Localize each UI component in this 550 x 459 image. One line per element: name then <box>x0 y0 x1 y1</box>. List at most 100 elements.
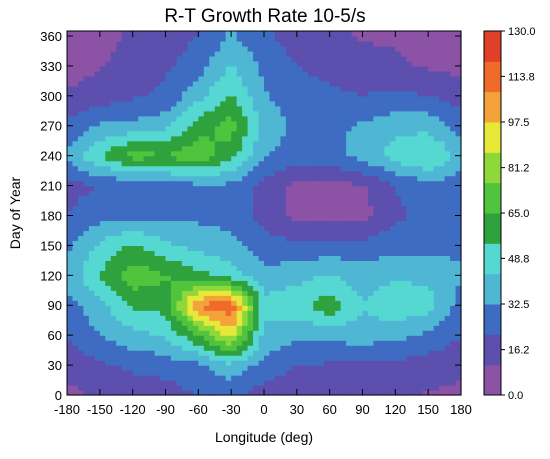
heatmap-cell <box>198 330 205 336</box>
heatmap-cell <box>67 100 74 107</box>
heatmap-cell <box>94 265 101 271</box>
heatmap-cell <box>335 165 342 172</box>
heatmap-cell <box>335 220 342 227</box>
heatmap-cell <box>269 280 276 286</box>
heatmap-cell <box>247 370 254 376</box>
heatmap-cell <box>428 310 435 316</box>
heatmap-cell <box>400 255 407 261</box>
heatmap-cell <box>236 170 243 177</box>
heatmap-cell <box>296 390 303 396</box>
heatmap-cell <box>220 45 227 52</box>
heatmap-cell <box>433 300 440 306</box>
heatmap-cell <box>110 230 117 237</box>
heatmap-cell <box>132 115 139 122</box>
heatmap-cell <box>280 265 287 271</box>
heatmap-cell <box>198 390 205 396</box>
heatmap-cell <box>362 320 369 326</box>
heatmap-cell <box>411 305 418 311</box>
heatmap-cell <box>143 360 150 366</box>
heatmap-cell <box>198 320 205 326</box>
heatmap-cell <box>225 320 232 326</box>
heatmap-cell <box>198 100 205 107</box>
heatmap-cell <box>389 175 396 182</box>
heatmap-cell <box>340 115 347 122</box>
heatmap-cell <box>302 155 309 162</box>
heatmap-cell <box>132 245 139 251</box>
heatmap-cell <box>231 355 238 361</box>
heatmap-cell <box>455 185 462 192</box>
heatmap-cell <box>313 200 320 207</box>
heatmap-cell <box>433 55 440 62</box>
heatmap-cell <box>258 130 265 137</box>
heatmap-cell <box>203 245 210 251</box>
heatmap-cell <box>154 45 161 52</box>
heatmap-cell <box>220 180 227 187</box>
heatmap-cell <box>378 90 385 97</box>
heatmap-cell <box>138 385 145 391</box>
heatmap-cell <box>444 390 451 396</box>
heatmap-cell <box>313 330 320 336</box>
heatmap-cell <box>433 195 440 202</box>
heatmap-cell <box>258 55 265 62</box>
heatmap-cell <box>154 230 161 237</box>
heatmap-cell <box>83 110 90 117</box>
heatmap-cell <box>329 100 336 107</box>
heatmap-cell <box>291 135 298 142</box>
heatmap-cell <box>400 235 407 242</box>
heatmap-cell <box>406 220 413 227</box>
heatmap-cell <box>318 95 325 102</box>
heatmap-cell <box>384 55 391 62</box>
heatmap-cell <box>351 105 358 112</box>
heatmap-cell <box>291 155 298 162</box>
heatmap-cell <box>340 125 347 132</box>
heatmap-cell <box>335 110 342 117</box>
heatmap-cell <box>127 115 134 122</box>
heatmap-cell <box>209 290 216 296</box>
heatmap-cell <box>362 300 369 306</box>
heatmap-cell <box>149 190 156 197</box>
heatmap-cell <box>132 300 139 306</box>
heatmap-cell <box>72 105 79 112</box>
heatmap-cell <box>318 120 325 127</box>
heatmap-cell <box>67 340 74 346</box>
heatmap-cell <box>176 65 183 72</box>
heatmap-cell <box>160 55 167 62</box>
heatmap-cell <box>274 375 282 381</box>
heatmap-cell <box>411 235 418 242</box>
heatmap-cell <box>357 315 364 321</box>
heatmap-cell <box>428 50 435 57</box>
heatmap-cell <box>247 350 254 356</box>
heatmap-cell <box>274 275 282 281</box>
heatmap-cell <box>313 345 320 351</box>
heatmap-cell <box>192 360 199 366</box>
heatmap-cell <box>384 185 391 192</box>
heatmap-cell <box>329 255 336 261</box>
heatmap-cell <box>225 295 232 301</box>
heatmap-cell <box>181 335 188 341</box>
heatmap-cell <box>203 105 210 112</box>
heatmap-cell <box>88 200 95 207</box>
heatmap-cell <box>291 185 298 192</box>
heatmap-cell <box>116 315 123 321</box>
heatmap-cell <box>307 125 314 132</box>
heatmap-cell <box>406 125 413 132</box>
heatmap-cell <box>395 115 402 122</box>
heatmap-cell <box>362 100 369 107</box>
heatmap-cell <box>307 70 314 77</box>
heatmap-cell <box>428 215 435 222</box>
heatmap-cell <box>439 65 446 72</box>
heatmap-cell <box>450 225 457 232</box>
heatmap-cell <box>165 120 172 127</box>
heatmap-cell <box>170 290 178 296</box>
heatmap-cell <box>94 80 101 87</box>
heatmap-cell <box>110 350 117 356</box>
heatmap-cell <box>203 55 210 62</box>
heatmap-cell <box>373 165 380 172</box>
heatmap-cell <box>367 235 375 242</box>
heatmap-cell <box>384 360 391 366</box>
heatmap-cell <box>280 280 287 286</box>
heatmap-cell <box>138 340 145 346</box>
heatmap-cell <box>116 385 123 391</box>
heatmap-cell <box>242 70 249 77</box>
heatmap-cell <box>264 200 271 207</box>
